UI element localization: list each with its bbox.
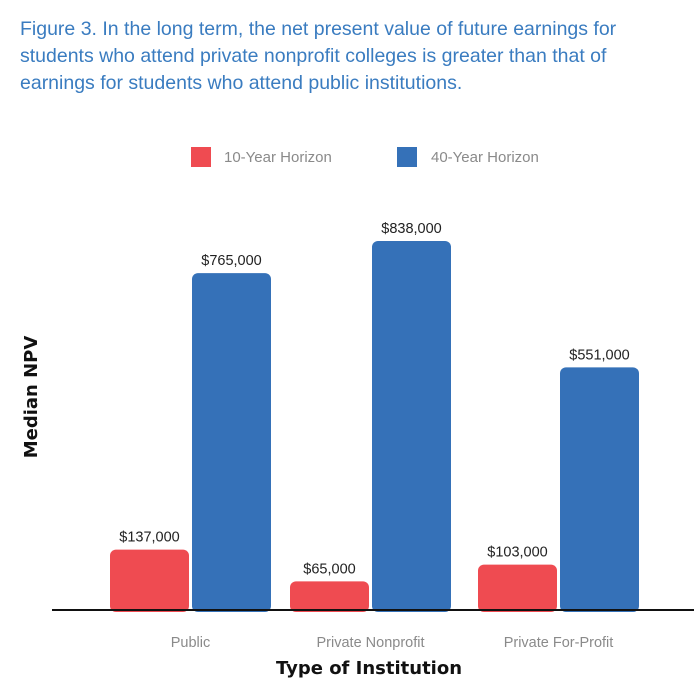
bar-private-for-profit-10-year-horizon [478,564,557,612]
figure-caption: Figure 3. In the long term, the net pres… [20,18,617,94]
data-label-private-nonprofit-40-year-horizon: $838,000 [381,221,441,237]
x-tick-label-private-for-profit: Private For-Profit [504,635,614,651]
bar-private-nonprofit-40-year-horizon [372,241,451,612]
bar-private-nonprofit-10-year-horizon [290,581,369,612]
bars [110,241,639,612]
legend-label-10-year: 10-Year Horizon [224,149,332,166]
x-tick-labels: Public Private Nonprofit Private For-Profi… [171,635,614,651]
bar-public-10-year-horizon [110,549,189,612]
legend-label-40-year: 40-Year Horizon [431,149,539,166]
x-axis-title: Type of Institution [276,658,462,679]
x-tick-label-public: Public [171,635,211,651]
legend-swatch-40-year [397,147,417,167]
data-labels: $137,000 $765,000 $65,000 $838,000 $103,000 $… [119,221,629,577]
x-tick-label-private-nonprofit: Private Nonprofit [317,635,425,651]
data-label-public-10-year-horizon: $137,000 [119,530,179,546]
legend: 10-Year Horizon 40-Year Horizon [191,147,539,167]
bar-private-for-profit-40-year-horizon [560,367,639,612]
bar-public-40-year-horizon [192,273,271,612]
data-label-private-for-profit-40-year-horizon: $551,000 [569,347,629,363]
legend-swatch-10-year [191,147,211,167]
y-axis-title: Median NPV [21,336,42,459]
data-label-public-40-year-horizon: $765,000 [201,253,261,269]
data-label-private-nonprofit-10-year-horizon: $65,000 [303,561,355,577]
data-label-private-for-profit-10-year-horizon: $103,000 [487,545,547,561]
